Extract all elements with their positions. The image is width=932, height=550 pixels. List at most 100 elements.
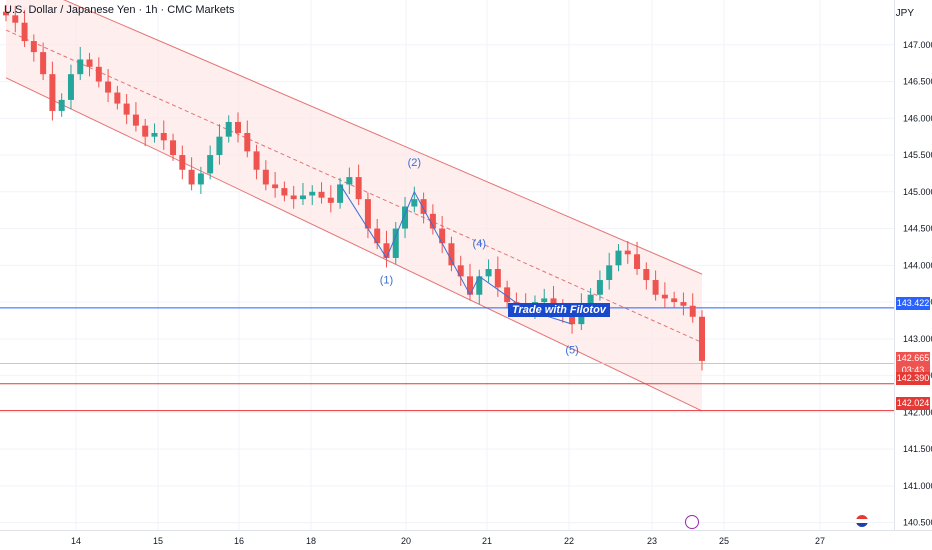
candle-body xyxy=(253,151,260,170)
candle-body xyxy=(160,132,167,141)
candle-body xyxy=(504,287,511,303)
candle-body xyxy=(244,132,251,152)
y-tick-label: 141.500 xyxy=(903,444,932,454)
candle-body xyxy=(596,280,603,295)
candle-body xyxy=(485,269,492,277)
candle-body xyxy=(95,66,102,82)
candle-body xyxy=(142,125,149,137)
candle-body xyxy=(661,294,668,299)
x-tick-label: 25 xyxy=(719,536,729,546)
wave-label: (1) xyxy=(380,275,393,287)
candle-body xyxy=(290,195,297,200)
candle-body xyxy=(587,294,594,306)
candle-body xyxy=(40,52,47,75)
candle-body xyxy=(58,99,65,111)
y-tick-label: 142.000 xyxy=(903,407,932,417)
candle-body xyxy=(299,195,306,200)
candle-body xyxy=(374,228,381,244)
candle-body xyxy=(364,199,371,229)
y-tick-label: 145.500 xyxy=(903,150,932,160)
candle-body xyxy=(439,228,446,244)
y-tick-label: 141.000 xyxy=(903,481,932,491)
candle-body xyxy=(12,15,19,23)
x-tick-label: 22 xyxy=(564,536,574,546)
candle-body xyxy=(281,188,288,196)
candle-body xyxy=(216,136,223,156)
candle-body xyxy=(392,228,399,258)
candle-body xyxy=(114,92,121,104)
candle-body xyxy=(615,250,622,266)
candle-body xyxy=(355,177,362,200)
x-tick-label: 20 xyxy=(401,536,411,546)
candle-body xyxy=(105,81,112,93)
candle-body xyxy=(207,155,214,174)
channel-lower-line xyxy=(5,77,703,412)
wave-label: (4) xyxy=(473,238,486,250)
y-tick-label: 144.000 xyxy=(903,260,932,270)
candle-body xyxy=(132,114,139,126)
watermark-badge: Trade with Filotov xyxy=(508,303,610,317)
candle-body xyxy=(699,316,705,361)
candle-body xyxy=(346,177,353,185)
y-tick-label: 140.500 xyxy=(903,518,932,528)
candle-body xyxy=(151,132,158,137)
x-tick-label: 15 xyxy=(153,536,163,546)
candle-body xyxy=(86,59,93,67)
candle-body xyxy=(197,173,204,185)
y-tick-label: 146.500 xyxy=(903,77,932,87)
candle-body xyxy=(225,121,232,137)
x-tick-label: 18 xyxy=(306,536,316,546)
chart-title: U.S. Dollar / Japanese Yen · 1h · CMC Ma… xyxy=(4,4,235,16)
candle-body xyxy=(606,265,613,281)
lightning-event-icon[interactable] xyxy=(685,515,699,529)
y-tick-label: 146.000 xyxy=(903,113,932,123)
candle-body xyxy=(21,22,28,42)
y-tick-label: 145.000 xyxy=(903,187,932,197)
candle-body xyxy=(309,191,316,196)
x-tick-label: 16 xyxy=(234,536,244,546)
candle-body xyxy=(411,199,418,207)
candle-body xyxy=(457,265,464,277)
candle-body xyxy=(624,250,631,255)
candle-body xyxy=(318,191,325,198)
x-tick-label: 14 xyxy=(71,536,81,546)
candle-body xyxy=(3,11,9,16)
currency-label[interactable]: JPY xyxy=(895,8,914,19)
channel-upper-line xyxy=(63,0,703,275)
price-axis-border xyxy=(894,0,895,530)
channel-fill xyxy=(6,0,702,411)
candle-body xyxy=(262,169,269,185)
candle-body xyxy=(327,197,334,203)
candle-body xyxy=(170,140,177,156)
candle-body xyxy=(67,74,74,100)
us-flag-event-icon[interactable] xyxy=(856,515,868,527)
candle-body xyxy=(448,243,455,266)
candle-body xyxy=(49,74,56,111)
candle-body xyxy=(30,41,37,53)
candle-body xyxy=(272,184,279,189)
candle-body xyxy=(634,254,641,269)
x-tick-label: 21 xyxy=(482,536,492,546)
price-label-current: 142.665 xyxy=(896,352,930,365)
candle-body xyxy=(494,269,501,288)
candle-body xyxy=(235,121,241,133)
candle-body xyxy=(420,199,427,214)
wave-label: (2) xyxy=(408,157,421,169)
candle-body xyxy=(643,269,650,281)
candle-body xyxy=(689,305,696,317)
price-label-red-1: 142.390 xyxy=(896,372,930,385)
candle-body xyxy=(429,213,436,229)
candle-body xyxy=(550,298,557,306)
candle-body xyxy=(402,206,409,229)
candle-body xyxy=(680,302,687,306)
y-tick-label: 143.000 xyxy=(903,334,932,344)
candle-body xyxy=(383,243,390,258)
y-tick-label: 147.000 xyxy=(903,40,932,50)
y-tick-label: 144.500 xyxy=(903,224,932,234)
candle-body xyxy=(77,59,84,75)
candle-body xyxy=(123,103,130,115)
time-axis-border xyxy=(0,530,932,531)
candle-body xyxy=(569,316,576,325)
candle-body xyxy=(179,155,186,170)
